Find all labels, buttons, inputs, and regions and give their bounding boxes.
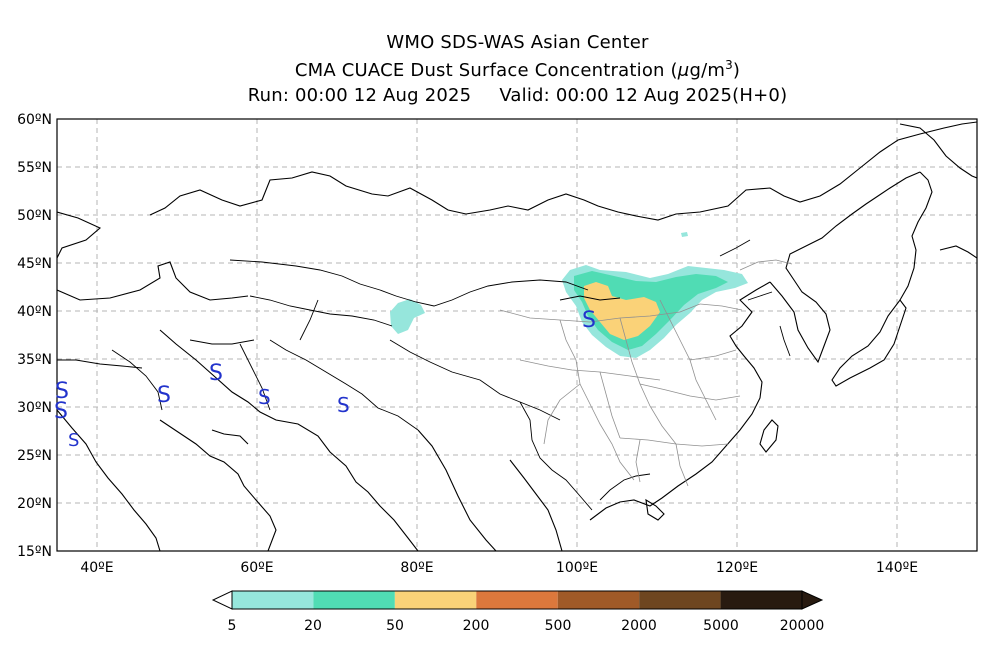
title-line-1: WMO SDS-WAS Asian Center [386, 32, 649, 53]
colorbar-swatch [557, 591, 640, 609]
station-marker: S [258, 385, 271, 409]
province-borders [499, 259, 793, 487]
lat-tick-label: 35ºN [17, 352, 52, 368]
unit-mu: μ [677, 60, 690, 81]
colorbar-swatch [313, 591, 395, 609]
colorbar-swatch [476, 591, 558, 609]
dust-region-tarim [390, 299, 425, 334]
colorbar-label: 5000 [703, 618, 739, 634]
station-marker: S [337, 393, 350, 417]
colorbar-swatch [232, 591, 314, 609]
station-markers: S S S S S S S S [54, 308, 596, 451]
colorbar-label: 20000 [780, 618, 825, 634]
colorbar-swatch [639, 591, 721, 609]
station-marker: S [68, 430, 79, 451]
station-marker: S [54, 399, 68, 424]
dust-region-level-50 [584, 282, 660, 340]
colorbar-swatch [720, 591, 802, 609]
lat-tick-label: 25ºN [17, 448, 52, 464]
lon-tick-label: 60ºE [240, 560, 273, 576]
colorbar-label: 5 [228, 618, 237, 634]
country-borders [57, 239, 791, 511]
title-paren: ) [732, 60, 741, 81]
lon-tick-label: 120ºE [716, 560, 758, 576]
colorbar: 5 20 50 200 500 2000 5000 20000 [211, 590, 825, 634]
grid-lines [57, 119, 977, 551]
title-product: CMA CUACE Dust Surface Concentration ( [294, 60, 678, 81]
coastlines [57, 121, 977, 551]
lon-axis: 40ºE 60ºE 80ºE 100ºE 120ºE 140ºE [80, 560, 918, 576]
lat-tick-label: 15ºN [17, 544, 52, 560]
colorbar-label: 20 [304, 618, 322, 634]
station-marker: S [55, 379, 69, 404]
station-marker: S [582, 308, 596, 333]
unit-exponent: 3 [725, 58, 733, 72]
lon-tick-label: 80ºE [400, 560, 433, 576]
valid-time: Valid: 00:00 12 Aug 2025(H+0) [499, 85, 788, 106]
lat-tick-label: 20ºN [17, 496, 52, 512]
colorbar-label: 2000 [621, 618, 657, 634]
title-line-2: CMA CUACE Dust Surface Concentration (μg… [0, 58, 1000, 81]
map-frame [56, 118, 978, 552]
lat-tick-label: 55ºN [17, 160, 52, 176]
dust-concentration-fill [390, 232, 748, 358]
title-line-3: Run: 00:00 12 Aug 2025 Valid: 00:00 12 Au… [0, 85, 1000, 106]
colorbar-swatch [394, 591, 477, 609]
lat-tick-label: 50ºN [17, 208, 52, 224]
lat-tick-label: 45ºN [17, 256, 52, 272]
dust-region-small [681, 232, 688, 237]
station-marker: S [209, 361, 223, 386]
lon-tick-label: 40ºE [80, 560, 113, 576]
colorbar-frame [231, 590, 803, 610]
colorbar-label: 50 [386, 618, 404, 634]
lat-axis: 60ºN 55ºN 50ºN 45ºN 40ºN 35ºN 30ºN 25ºN … [17, 112, 52, 560]
lon-tick-label: 100ºE [556, 560, 598, 576]
lat-tick-label: 30ºN [17, 400, 52, 416]
run-time: Run: 00:00 12 Aug 2025 [247, 85, 472, 106]
lon-tick-label: 140ºE [876, 560, 918, 576]
station-marker: S [157, 383, 171, 408]
colorbar-high-arrow [801, 590, 824, 610]
colorbar-label: 200 [463, 618, 490, 634]
lat-tick-label: 40ºN [17, 304, 52, 320]
colorbar-low-arrow [211, 590, 233, 610]
colorbar-label: 500 [545, 618, 572, 634]
lat-tick-label: 60ºN [17, 112, 52, 128]
unit-g: g/m [689, 60, 726, 81]
